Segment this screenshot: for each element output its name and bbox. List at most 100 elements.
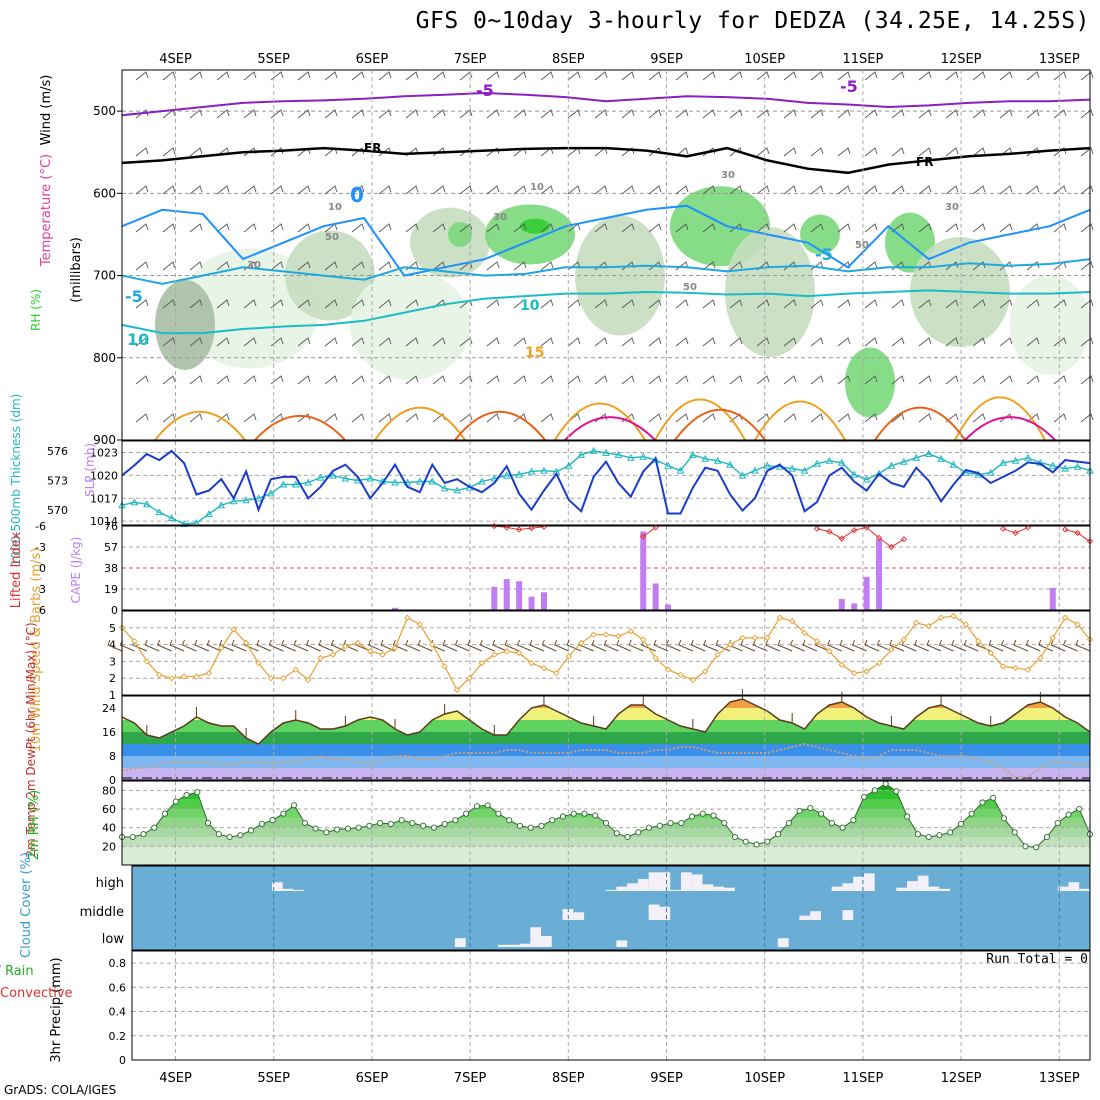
thickness-tick-label: 573 (47, 475, 68, 488)
wind-barb (972, 71, 986, 81)
precip-frame (131, 950, 1091, 1061)
wind-barb (540, 223, 554, 233)
rh-band (122, 783, 1090, 791)
wind-speed-point (702, 668, 709, 675)
wind-barb (513, 413, 527, 423)
thickness-point (614, 450, 623, 458)
li-point (875, 534, 883, 542)
cloud-bar-high (271, 882, 283, 891)
thickness-point (341, 474, 350, 482)
isotherm-warm (964, 416, 1056, 441)
thickness-point (229, 497, 238, 505)
wind-barb (648, 185, 662, 195)
wind-speed-point (578, 639, 585, 647)
cloud-bar-high (724, 887, 735, 891)
wind-barb (378, 71, 392, 81)
wind-barb (740, 639, 756, 652)
rh-shade-area (155, 279, 215, 370)
wind-barb (783, 147, 797, 157)
wind-barb (926, 639, 942, 652)
wind-barb (378, 337, 392, 347)
wind-barb (270, 375, 284, 385)
wind-barb (243, 337, 257, 347)
wind-barb (243, 185, 257, 195)
isotherm-label: 0 (350, 183, 364, 207)
rh-point (785, 819, 792, 827)
wind-barb (1053, 375, 1067, 385)
rh-point (990, 794, 997, 801)
wind-speed-point (168, 675, 175, 682)
wind-barb (594, 223, 608, 233)
wind-barb (729, 261, 743, 271)
isotherm-label: -5 (125, 287, 143, 306)
li-point (838, 535, 845, 542)
wind-speed-point (751, 634, 759, 642)
wind-barb (216, 337, 230, 347)
wind-speed-point (627, 628, 634, 635)
upper-air-ylabel-rh: RH (%) (29, 289, 43, 331)
wind-barb (405, 639, 421, 652)
wind-barb (918, 337, 932, 347)
wind-speed-point (950, 612, 957, 620)
wind-barb (135, 185, 149, 195)
wind-barb (648, 299, 662, 309)
wind-barb (945, 375, 959, 385)
cloud-level-label: high (96, 876, 124, 891)
thickness-point (453, 486, 461, 494)
day-label-bottom: 6SEP (356, 1071, 389, 1086)
wind-speed-point (838, 661, 845, 668)
cloud-bar-low (530, 927, 542, 947)
rh-shade-area (725, 227, 815, 357)
cloud-bar-high (1068, 882, 1080, 891)
day-label-bottom: 9SEP (650, 1071, 683, 1086)
wind-speed-point (528, 659, 535, 667)
rh-band (122, 799, 1090, 809)
thickness-point (937, 454, 945, 462)
rh-point (699, 810, 706, 817)
wind-barb (999, 223, 1013, 233)
wind-barb (540, 185, 554, 195)
thickness-point (701, 454, 710, 462)
cloud-bar-high (928, 886, 940, 891)
wind-barb (891, 147, 905, 157)
day-label-top: 6SEP (356, 52, 389, 67)
wind-speed-point (342, 643, 349, 650)
wind-speed-point (491, 651, 498, 658)
wind-speed-point (441, 663, 448, 670)
wind-speed-point (367, 648, 374, 655)
wind-barb (891, 109, 905, 119)
wind-speed-point (937, 614, 945, 621)
wind-barb (914, 639, 929, 652)
temp-band (122, 732, 1090, 744)
wind-barb (783, 223, 797, 233)
thickness-point (900, 457, 908, 465)
run-total-label: Run Total = 0 (986, 952, 1088, 967)
wind-speed-point (863, 668, 870, 675)
wind-barb (864, 413, 878, 423)
rh-point (914, 831, 921, 838)
rh-point (796, 807, 803, 814)
cloud-bar-high (853, 876, 864, 891)
thickness-point (167, 514, 176, 522)
wind-speed-point (205, 670, 213, 677)
isotherm-label: 50 (683, 282, 697, 293)
wind-barb (945, 299, 959, 309)
wind-barb (432, 223, 446, 233)
wind-barb (189, 261, 203, 271)
wind-barb (591, 639, 607, 652)
wind-barb (702, 109, 716, 119)
rh-point (215, 831, 222, 838)
isotherm-label: 30 (493, 212, 507, 223)
wind-speed-point (888, 646, 895, 653)
wind-barb (621, 223, 635, 233)
cloud-bar-high (293, 889, 305, 891)
wind-barb (243, 299, 257, 309)
cloud-bar-middle (562, 909, 574, 920)
wind-barb (351, 413, 365, 423)
wind-barb (169, 639, 185, 652)
day-label-bottom: 8SEP (552, 1071, 585, 1086)
wind-barb (351, 185, 365, 195)
rh-shade-area (180, 248, 320, 369)
wind-barb (999, 337, 1013, 347)
wind-speed-point (379, 651, 386, 658)
